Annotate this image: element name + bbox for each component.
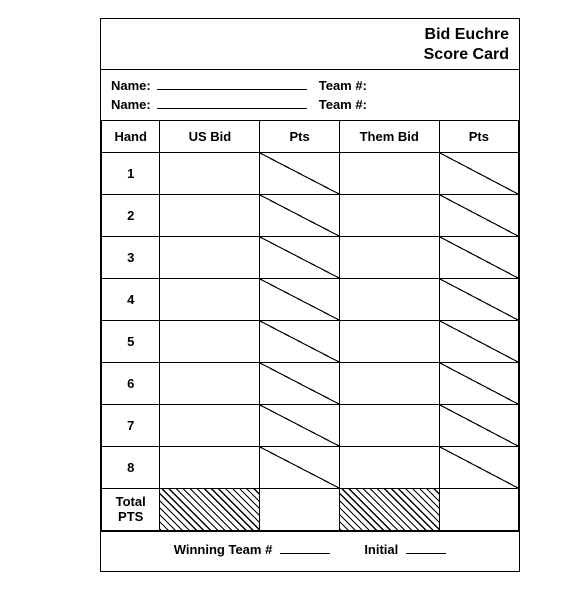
them-bid-cell[interactable] (339, 153, 439, 195)
them-pts-cell[interactable] (439, 237, 518, 279)
total-them-bid-blocked (339, 489, 439, 531)
us-pts-cell[interactable] (260, 405, 339, 447)
us-bid-cell[interactable] (160, 237, 260, 279)
table-row: 8 (102, 447, 519, 489)
them-bid-cell[interactable] (339, 363, 439, 405)
hand-number: 5 (102, 321, 160, 363)
them-pts-cell[interactable] (439, 279, 518, 321)
col-pts-1: Pts (260, 121, 339, 153)
hand-number: 2 (102, 195, 160, 237)
table-row: 6 (102, 363, 519, 405)
them-bid-cell[interactable] (339, 195, 439, 237)
them-pts-cell[interactable] (439, 405, 518, 447)
total-them-pts[interactable] (439, 489, 518, 531)
col-hand: Hand (102, 121, 160, 153)
them-pts-cell[interactable] (439, 153, 518, 195)
them-bid-cell[interactable] (339, 279, 439, 321)
table-row: 4 (102, 279, 519, 321)
name-input-1[interactable] (157, 76, 307, 90)
footer: Winning Team # Initial (101, 531, 519, 571)
us-pts-cell[interactable] (260, 447, 339, 489)
us-pts-cell[interactable] (260, 363, 339, 405)
them-bid-cell[interactable] (339, 237, 439, 279)
table-row: 1 (102, 153, 519, 195)
them-pts-cell[interactable] (439, 363, 518, 405)
us-bid-cell[interactable] (160, 363, 260, 405)
name-label-1: Name: (111, 78, 151, 93)
winning-team-input[interactable] (280, 542, 330, 554)
name-row-2: Name: Team #: (111, 95, 509, 112)
table-row: 5 (102, 321, 519, 363)
col-them-bid: Them Bid (339, 121, 439, 153)
hand-number: 8 (102, 447, 160, 489)
score-card: Bid Euchre Score Card Name: Team #: Name… (100, 18, 520, 572)
name-input-2[interactable] (157, 95, 307, 109)
hand-number: 3 (102, 237, 160, 279)
them-bid-cell[interactable] (339, 321, 439, 363)
name-label-2: Name: (111, 97, 151, 112)
title-line-1: Bid Euchre (111, 25, 509, 45)
them-pts-cell[interactable] (439, 321, 518, 363)
col-pts-2: Pts (439, 121, 518, 153)
us-bid-cell[interactable] (160, 195, 260, 237)
table-row: 2 (102, 195, 519, 237)
them-bid-cell[interactable] (339, 447, 439, 489)
total-label: TotalPTS (102, 489, 160, 531)
us-bid-cell[interactable] (160, 405, 260, 447)
winning-label: Winning Team # (174, 542, 273, 557)
us-bid-cell[interactable] (160, 321, 260, 363)
header-row: Hand US Bid Pts Them Bid Pts (102, 121, 519, 153)
total-us-pts[interactable] (260, 489, 339, 531)
title-block: Bid Euchre Score Card (101, 19, 519, 69)
total-us-bid-blocked (160, 489, 260, 531)
name-row-1: Name: Team #: (111, 76, 509, 93)
col-us-bid: US Bid (160, 121, 260, 153)
them-pts-cell[interactable] (439, 195, 518, 237)
title-line-2: Score Card (111, 45, 509, 65)
us-bid-cell[interactable] (160, 447, 260, 489)
hand-number: 7 (102, 405, 160, 447)
us-pts-cell[interactable] (260, 153, 339, 195)
them-bid-cell[interactable] (339, 405, 439, 447)
us-pts-cell[interactable] (260, 237, 339, 279)
us-pts-cell[interactable] (260, 321, 339, 363)
team-label-1: Team #: (319, 78, 367, 93)
us-bid-cell[interactable] (160, 279, 260, 321)
hand-number: 4 (102, 279, 160, 321)
team-label-2: Team #: (319, 97, 367, 112)
us-pts-cell[interactable] (260, 195, 339, 237)
initial-label: Initial (364, 542, 398, 557)
us-pts-cell[interactable] (260, 279, 339, 321)
name-block: Name: Team #: Name: Team #: (101, 69, 519, 120)
score-table: Hand US Bid Pts Them Bid Pts 12345678Tot… (101, 120, 519, 531)
initial-input[interactable] (406, 542, 446, 554)
us-bid-cell[interactable] (160, 153, 260, 195)
hand-number: 1 (102, 153, 160, 195)
table-row: 3 (102, 237, 519, 279)
hand-number: 6 (102, 363, 160, 405)
table-row: 7 (102, 405, 519, 447)
total-row: TotalPTS (102, 489, 519, 531)
them-pts-cell[interactable] (439, 447, 518, 489)
